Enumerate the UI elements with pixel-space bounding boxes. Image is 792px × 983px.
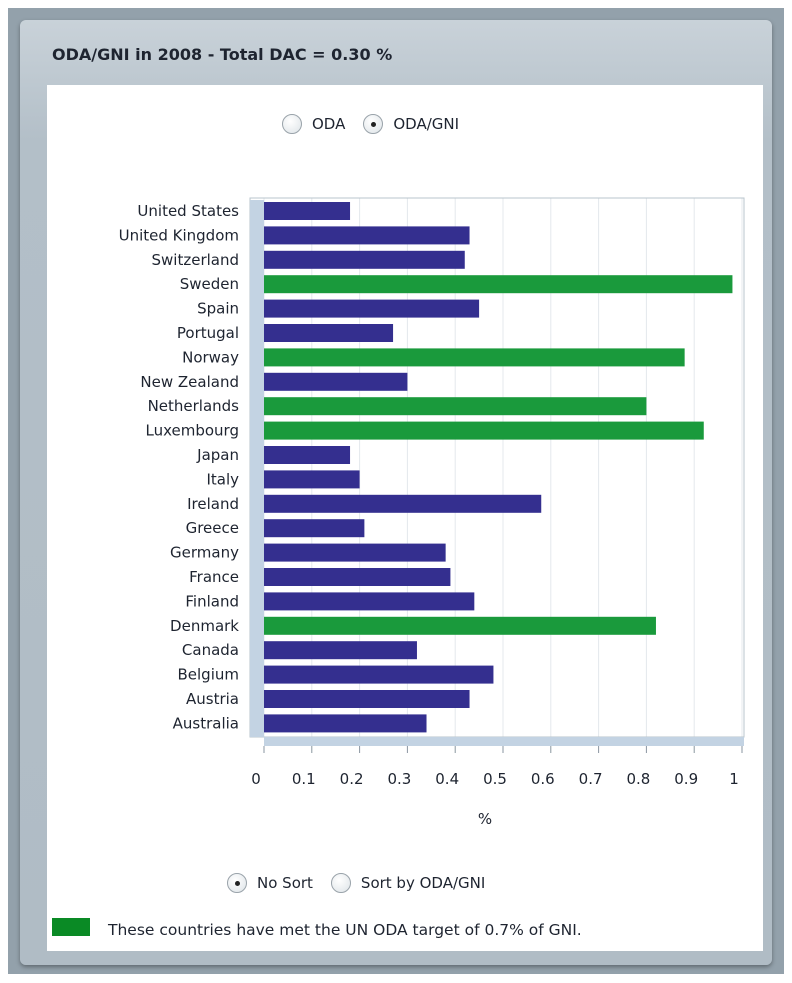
category-label: Sweden bbox=[180, 275, 239, 293]
x-tick-label: 0.3 bbox=[387, 770, 411, 788]
category-label: Ireland bbox=[187, 495, 239, 513]
category-label: Switzerland bbox=[152, 251, 240, 269]
bar[interactable] bbox=[264, 543, 446, 562]
bar[interactable] bbox=[264, 324, 394, 342]
x-axis-title: % bbox=[478, 810, 492, 828]
sort-by-oda-gni-radio-label[interactable]: Sort by ODA/GNI bbox=[360, 874, 486, 892]
legend-text: These countries have met the UN ODA targ… bbox=[108, 921, 582, 939]
bar[interactable] bbox=[264, 397, 647, 416]
bar[interactable] bbox=[264, 665, 494, 684]
bar[interactable] bbox=[264, 592, 475, 611]
bars bbox=[264, 202, 733, 733]
panel-title: ODA/GNI in 2008 - Total DAC = 0.30 % bbox=[52, 45, 393, 64]
category-axis-strip bbox=[250, 200, 264, 737]
bar[interactable] bbox=[264, 372, 408, 391]
category-label: France bbox=[189, 568, 239, 586]
x-tick-label: 0.6 bbox=[531, 770, 555, 788]
bar[interactable] bbox=[264, 494, 542, 513]
category-label: Greece bbox=[186, 519, 239, 537]
bar[interactable] bbox=[264, 641, 417, 660]
bar[interactable] bbox=[264, 348, 685, 367]
category-label: United Kingdom bbox=[119, 226, 239, 244]
x-tick-label: 0.1 bbox=[292, 770, 316, 788]
bar[interactable] bbox=[264, 568, 451, 586]
x-tick-label: 0.4 bbox=[435, 770, 459, 788]
value-tick-labels: 0 0.1 0.2 0.3 0.4 0.5 0.6 0.7 0.8 0.9 1 bbox=[251, 770, 739, 788]
category-label: Netherlands bbox=[148, 397, 240, 415]
category-label: New Zealand bbox=[140, 373, 239, 391]
category-label: Germany bbox=[170, 544, 239, 562]
category-label: Canada bbox=[182, 641, 239, 659]
category-label: Denmark bbox=[170, 617, 239, 635]
category-label: Finland bbox=[185, 592, 239, 610]
category-label: Luxembourg bbox=[146, 422, 240, 440]
bar[interactable] bbox=[264, 470, 360, 489]
oda-gni-radio-label[interactable]: ODA/GNI bbox=[393, 115, 460, 133]
x-tick-label: 0.2 bbox=[340, 770, 364, 788]
category-label: Austria bbox=[186, 690, 239, 708]
category-label: Portugal bbox=[177, 324, 239, 342]
x-tick-label: 0.5 bbox=[483, 770, 507, 788]
bar[interactable] bbox=[264, 202, 351, 220]
bar[interactable] bbox=[264, 226, 470, 245]
x-tick-label: 0.9 bbox=[674, 770, 698, 788]
category-labels: United States United Kingdom Switzerland Sw… bbox=[119, 202, 240, 732]
sort-toggle: No Sort Sort by ODA/GNI bbox=[227, 873, 503, 893]
category-label: Italy bbox=[206, 470, 239, 488]
category-label: Belgium bbox=[178, 666, 240, 684]
category-label: United States bbox=[137, 202, 239, 220]
category-label: Australia bbox=[173, 714, 239, 732]
oda-radio-label[interactable]: ODA bbox=[312, 115, 346, 133]
no-sort-radio-label[interactable]: No Sort bbox=[257, 874, 313, 892]
oda-gni-radio[interactable] bbox=[363, 114, 384, 134]
bar[interactable] bbox=[264, 446, 351, 464]
no-sort-radio[interactable] bbox=[227, 873, 247, 893]
bar[interactable] bbox=[264, 616, 656, 635]
bar[interactable] bbox=[264, 275, 733, 294]
category-label: Spain bbox=[197, 300, 239, 318]
oda-radio[interactable] bbox=[282, 114, 302, 134]
x-tick-label: 0.8 bbox=[626, 770, 650, 788]
x-tick-label: 0.7 bbox=[579, 770, 603, 788]
x-tick-label: 0 bbox=[251, 770, 261, 788]
bar[interactable] bbox=[264, 519, 365, 538]
category-label: Japan bbox=[196, 446, 239, 464]
category-label: Norway bbox=[182, 348, 239, 366]
bar[interactable] bbox=[264, 299, 480, 318]
legend-swatch bbox=[52, 918, 90, 936]
measure-toggle: ODA ODA/GNI bbox=[282, 114, 477, 134]
bar[interactable] bbox=[264, 250, 465, 269]
bar[interactable] bbox=[264, 421, 704, 440]
x-tick-label: 1 bbox=[729, 770, 739, 788]
bar[interactable] bbox=[264, 690, 470, 708]
sort-by-oda-gni-radio[interactable] bbox=[330, 873, 351, 893]
bar[interactable] bbox=[264, 714, 427, 733]
legend bbox=[52, 918, 90, 936]
value-axis-strip bbox=[264, 737, 744, 746]
